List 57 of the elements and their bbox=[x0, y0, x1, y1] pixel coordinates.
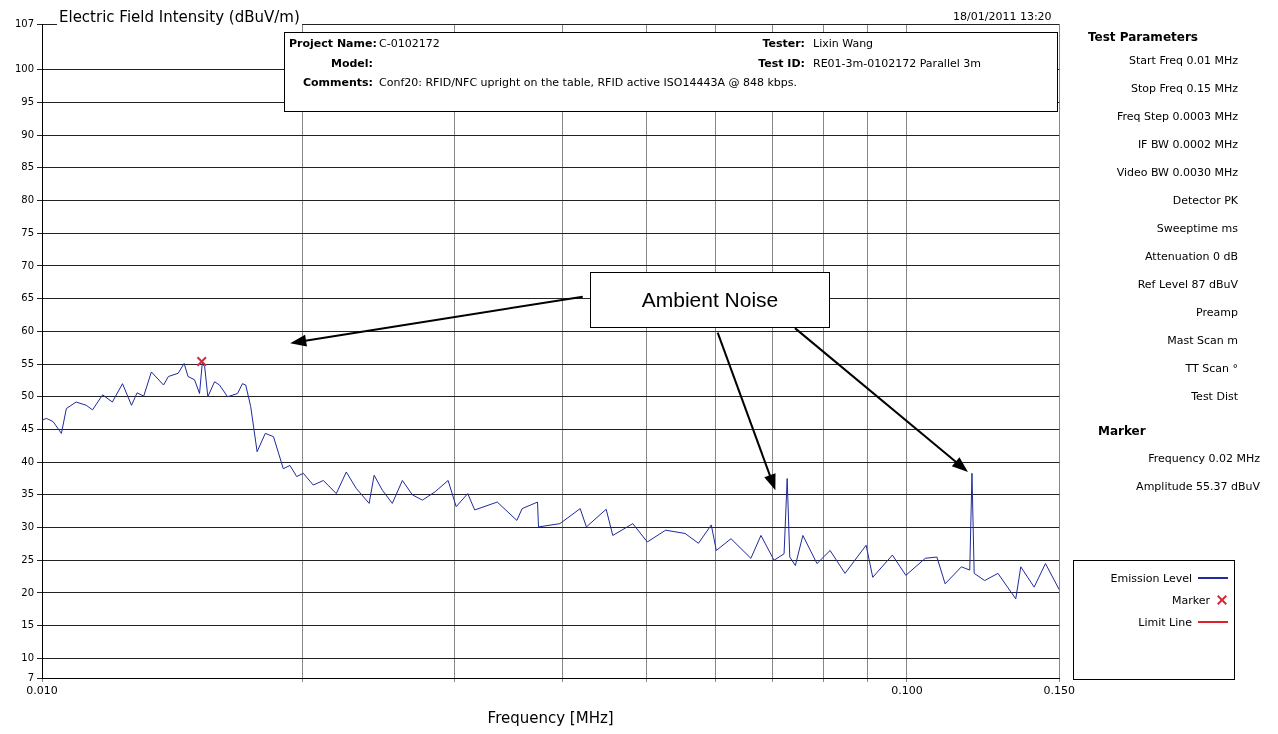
text: Start Freq 0.01 MHz bbox=[1128, 54, 1239, 69]
text: Stop Freq 0.15 MHz bbox=[1129, 82, 1239, 97]
y-tick-label: 60 bbox=[21, 324, 34, 336]
text: TT Scan ° bbox=[1184, 362, 1239, 377]
y-tick-label: 7 bbox=[27, 671, 34, 683]
y-tick-label: 75 bbox=[21, 226, 34, 238]
annotation: Tester: bbox=[761, 37, 805, 50]
y-tick-label: 45 bbox=[21, 423, 34, 435]
x-tick-label: 0.150 bbox=[1043, 684, 1075, 698]
x-tick-label: 0.010 bbox=[26, 684, 58, 698]
y-tick-label: 65 bbox=[21, 292, 34, 304]
y-tick-label: 95 bbox=[21, 96, 34, 108]
y-tick-label: 85 bbox=[21, 161, 34, 173]
text: Frequency 0.02 MHz bbox=[1147, 452, 1261, 467]
y-tick-label: 15 bbox=[21, 619, 34, 631]
y-tick-label: 55 bbox=[21, 357, 34, 369]
annotation: Conf20: RFID/NFC upright on the table, RFID active ISO14443A @ 848 kbps. bbox=[379, 76, 799, 89]
callout-box: Ambient Noise bbox=[590, 272, 830, 328]
annotation: Lixin Wang bbox=[813, 37, 874, 50]
annotation: Model: bbox=[330, 57, 373, 70]
text: Attenuation 0 dB bbox=[1144, 250, 1239, 265]
text: Ref Level 87 dBuV bbox=[1136, 278, 1239, 293]
text: Freq Step 0.0003 MHz bbox=[1115, 110, 1239, 125]
y-tick-label: 10 bbox=[21, 651, 34, 663]
text: Sweeptime ms bbox=[1155, 222, 1239, 237]
y-tick-label: 70 bbox=[21, 259, 34, 271]
text: 18/01/2011 13:20 bbox=[953, 10, 1052, 23]
y-tick-label: 80 bbox=[21, 194, 34, 206]
text: Video BW 0.0030 MHz bbox=[1115, 166, 1239, 181]
y-tick-label: 25 bbox=[21, 553, 34, 565]
text: Amplitude 55.37 dBuV bbox=[1135, 480, 1261, 495]
y-tick-label: 40 bbox=[21, 455, 34, 467]
legend-label: Limit Line bbox=[1138, 615, 1192, 629]
y-tick-label: 35 bbox=[21, 488, 34, 500]
y-tick-label: 90 bbox=[21, 128, 34, 140]
y-tick-label: 20 bbox=[21, 586, 34, 598]
y-tick-label: 107 bbox=[14, 17, 34, 29]
text: Mast Scan m bbox=[1166, 334, 1239, 349]
legend-label: Marker bbox=[1171, 593, 1210, 607]
text: Test Parameters bbox=[1088, 30, 1199, 44]
y-tick-label: 100 bbox=[14, 63, 34, 75]
annotation: RE01-3m-0102172 Parallel 3m bbox=[813, 57, 982, 70]
x-axis-title: Frequency [MHz] bbox=[487, 708, 614, 727]
legend-label: Emission Level bbox=[1110, 571, 1192, 585]
annotation: Project Name: bbox=[289, 37, 377, 50]
annotation: C-0102172 bbox=[379, 37, 440, 50]
text: IF BW 0.0002 MHz bbox=[1136, 138, 1239, 153]
y-tick-label: 50 bbox=[21, 390, 34, 402]
text: Marker bbox=[1098, 424, 1147, 438]
annotation: Comments: bbox=[301, 76, 373, 89]
y-axis-title: Electric Field Intensity (dBuV/m) bbox=[57, 8, 302, 26]
text: Test Dist bbox=[1190, 390, 1239, 405]
text: Detector PK bbox=[1171, 194, 1239, 209]
x-tick-label: 0.100 bbox=[891, 684, 923, 698]
y-tick-label: 30 bbox=[21, 521, 34, 533]
annotation: Test ID: bbox=[757, 57, 805, 70]
text: Preamp bbox=[1195, 306, 1239, 321]
